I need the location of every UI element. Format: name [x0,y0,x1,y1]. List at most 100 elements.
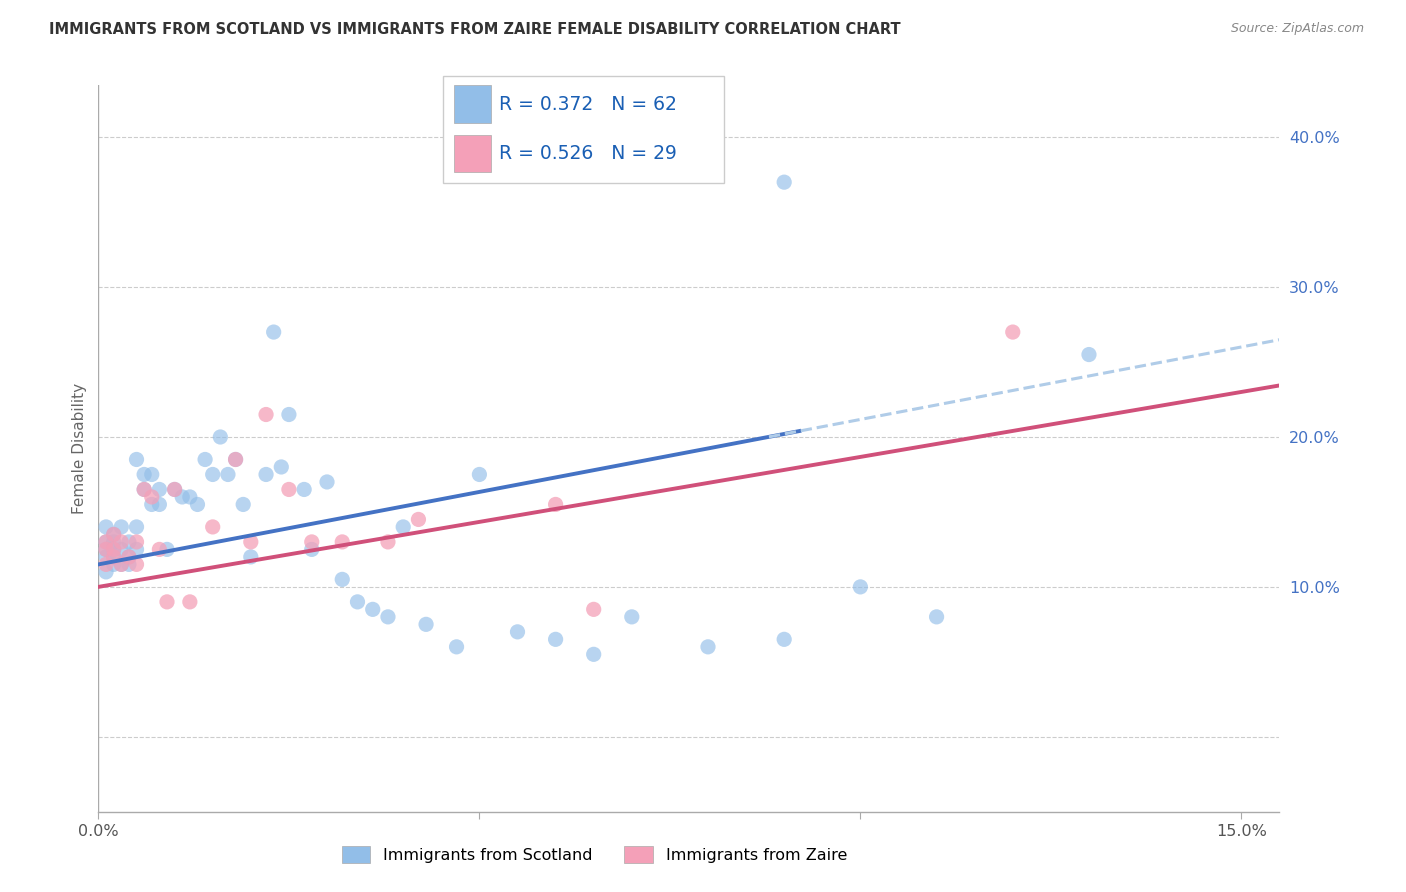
Point [239,549,262,564]
Point [468,467,491,482]
Point [110,558,132,572]
Point [225,452,247,467]
Point [582,602,605,616]
Point [141,498,163,512]
Point [110,520,132,534]
Point [217,467,239,482]
Point [118,558,141,572]
Point [156,542,179,557]
Point [103,542,125,557]
Point [103,542,125,557]
Point [301,542,323,557]
Point [316,475,339,489]
Point [118,549,141,564]
Point [1078,347,1101,361]
Point [209,430,232,444]
Point [194,452,217,467]
Point [330,535,353,549]
Point [94,535,117,549]
Point [94,558,117,572]
Point [773,632,796,647]
Point [148,498,170,512]
Point [103,558,125,572]
Point [446,640,468,654]
Point [225,452,247,467]
FancyBboxPatch shape [443,76,724,183]
Point [125,542,148,557]
Point [163,483,186,497]
Point [110,542,132,557]
Point [301,535,323,549]
Point [134,483,156,497]
FancyBboxPatch shape [454,135,491,172]
Point [141,467,163,482]
Point [125,520,148,534]
Point [179,490,201,504]
Point [118,549,141,564]
Point [134,467,156,482]
Point [94,520,117,534]
Point [239,535,262,549]
Text: R = 0.526   N = 29: R = 0.526 N = 29 [499,144,678,163]
Point [408,512,430,526]
Point [103,549,125,564]
Point [103,535,125,549]
Point [277,408,299,422]
Y-axis label: Female Disability: Female Disability [72,383,87,514]
Point [163,483,186,497]
Point [141,490,163,504]
Point [292,483,315,497]
Point [186,498,208,512]
Legend: Immigrants from Scotland, Immigrants from Zaire: Immigrants from Scotland, Immigrants fro… [335,839,853,869]
Point [232,498,254,512]
Point [415,617,437,632]
Point [254,467,277,482]
Point [172,490,194,504]
Point [544,498,567,512]
Point [377,610,399,624]
Point [582,648,605,662]
Point [134,483,156,497]
Point [125,535,148,549]
Point [773,175,796,189]
Point [1001,325,1024,339]
Point [330,573,353,587]
Point [277,483,299,497]
Point [377,535,399,549]
Point [544,632,567,647]
Point [103,527,125,541]
Point [925,610,948,624]
Point [148,483,170,497]
Point [254,408,277,422]
Point [125,452,148,467]
Point [506,624,529,639]
Point [849,580,872,594]
Point [94,535,117,549]
Point [156,595,179,609]
Point [697,640,720,654]
Point [361,602,384,616]
Text: R = 0.372   N = 62: R = 0.372 N = 62 [499,95,678,113]
Point [125,558,148,572]
Point [110,535,132,549]
Point [94,542,117,557]
Point [270,460,292,475]
Point [94,565,117,579]
Point [103,527,125,541]
Point [148,542,170,557]
Point [201,467,224,482]
Point [110,558,132,572]
Point [346,595,368,609]
Point [201,520,224,534]
FancyBboxPatch shape [454,86,491,123]
Text: Source: ZipAtlas.com: Source: ZipAtlas.com [1230,22,1364,36]
Point [620,610,643,624]
Point [263,325,285,339]
Point [118,535,141,549]
Point [179,595,201,609]
Point [94,549,117,564]
Point [392,520,415,534]
Point [94,542,117,557]
Text: IMMIGRANTS FROM SCOTLAND VS IMMIGRANTS FROM ZAIRE FEMALE DISABILITY CORRELATION : IMMIGRANTS FROM SCOTLAND VS IMMIGRANTS F… [49,22,901,37]
Point [103,549,125,564]
